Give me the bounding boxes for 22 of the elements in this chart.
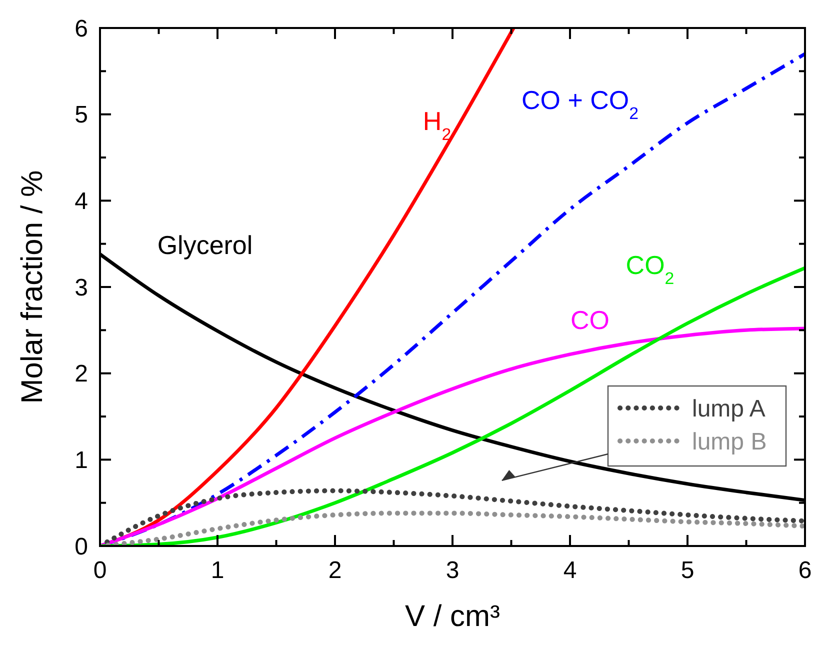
series-label: CO bbox=[570, 305, 610, 336]
y-tick-label: 3 bbox=[74, 274, 88, 302]
y-tick-label: 1 bbox=[74, 447, 88, 474]
y-tick-label: 6 bbox=[74, 15, 88, 42]
y-tick-label: 5 bbox=[74, 102, 88, 129]
x-tick-label: 3 bbox=[446, 557, 460, 584]
x-tick-label: 2 bbox=[328, 557, 342, 584]
x-tick-label: 6 bbox=[798, 557, 812, 584]
legend-label: lump A bbox=[692, 395, 766, 422]
y-tick-label: 0 bbox=[74, 533, 88, 560]
y-tick-label: 4 bbox=[74, 188, 88, 216]
x-tick-label: 0 bbox=[93, 557, 107, 584]
series-label: Glycerol bbox=[157, 230, 253, 260]
x-axis-title: V / cm³ bbox=[405, 600, 500, 633]
legend-label: lump B bbox=[692, 428, 767, 456]
x-tick-label: 5 bbox=[680, 557, 694, 584]
x-tick-label: 4 bbox=[563, 557, 577, 584]
y-tick-label: 2 bbox=[74, 360, 88, 388]
series-label: CO + CO$_{2}$ bbox=[521, 85, 639, 123]
y-axis-title: Molar fraction / % bbox=[16, 170, 49, 404]
series-label: CO$_{2}$ bbox=[626, 250, 674, 288]
x-tick-label: 1 bbox=[210, 557, 224, 584]
